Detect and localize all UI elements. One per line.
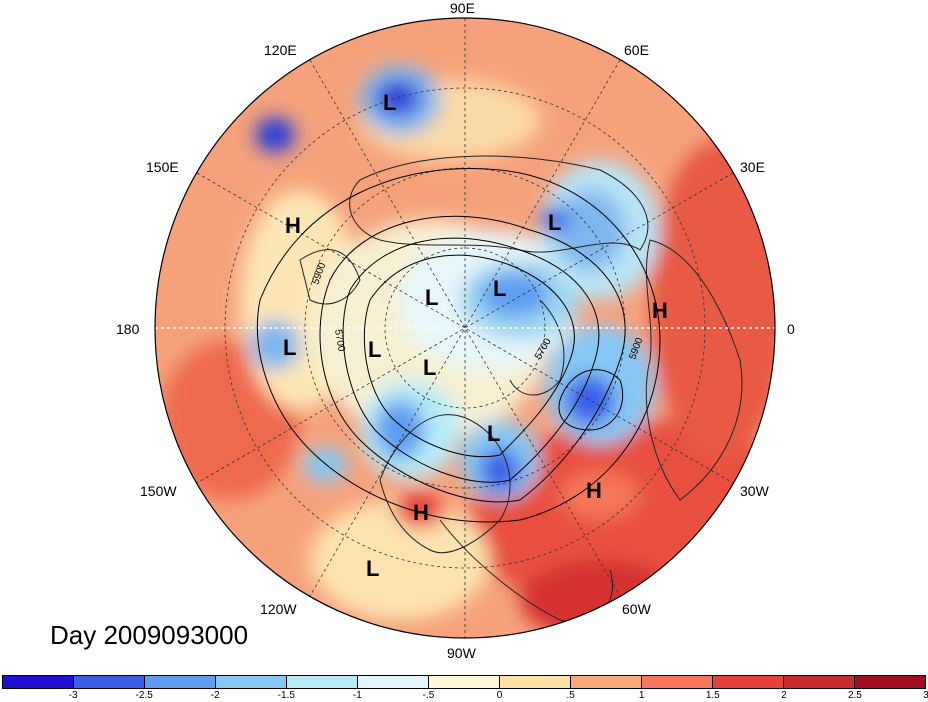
polar-map: 5900 5700 5700 5900 L L L L L L L L L H … (116, 0, 795, 661)
colorbar-tick-label: 1 (638, 690, 645, 701)
colorbar-segment (145, 676, 216, 688)
low-center: L (493, 276, 506, 301)
day-label: Day 2009093000 (50, 620, 249, 650)
colorbar-segment (571, 676, 642, 688)
lon-label-60w: 60W (622, 601, 652, 617)
colorbar-tick-label: -2 (210, 690, 220, 701)
high-center: H (586, 478, 602, 503)
colorbar-segment (287, 676, 358, 688)
colorbar-tick-label: -1.5 (277, 690, 295, 701)
low-center: L (548, 210, 561, 235)
lon-label-180: 180 (116, 321, 140, 337)
high-center: H (285, 213, 301, 238)
colorbar-tick-label: 2.5 (847, 690, 862, 701)
colorbar-tick-label: 2 (781, 690, 787, 701)
colorbar-tick-label: -3 (68, 690, 78, 701)
colorbar-segment (642, 676, 713, 688)
colorbar-segment (713, 676, 784, 688)
colorbar-segment (429, 676, 500, 688)
lon-label-120e: 120E (264, 42, 297, 58)
lon-label-150e: 150E (146, 159, 179, 175)
colorbar-segment (216, 676, 287, 688)
colorbar-segment (3, 676, 74, 688)
colorbar-segment (784, 676, 855, 688)
lon-label-90w: 90W (447, 645, 477, 661)
low-center: L (368, 337, 381, 362)
contour-label: 5700 (332, 329, 347, 353)
colorbar-tick-label: .5 (566, 690, 575, 701)
lon-label-60e: 60E (624, 42, 649, 58)
map-border (154, 17, 776, 639)
lon-label-90e: 90E (450, 0, 475, 16)
low-center: L (487, 421, 500, 446)
lon-label-120w: 120W (260, 601, 297, 617)
colorbar-segment (358, 676, 429, 688)
colorbar-segment (500, 676, 571, 688)
colorbar-tick-label: -.5 (422, 690, 435, 701)
colorbar-segment (855, 676, 925, 688)
low-center: L (366, 556, 379, 581)
colorbar-tick-label: -2.5 (135, 690, 153, 701)
colorbar-tick-label: -1 (352, 690, 362, 701)
lon-label-30w: 30W (740, 483, 770, 499)
lon-label-30e: 30E (740, 159, 765, 175)
anomaly-field (155, 18, 775, 638)
low-center: L (423, 355, 436, 380)
colorbar-ticks: -3 -2.5 -2 -1.5 -1 -.5 0 .5 1 1.5 2 2.5 3 (2, 690, 928, 702)
low-center: L (283, 335, 296, 360)
lon-label-150w: 150W (140, 483, 177, 499)
low-center: L (383, 90, 396, 115)
colorbar-tick-label: 1.5 (705, 690, 720, 701)
high-center: H (413, 500, 429, 525)
colorbar-segment (74, 676, 145, 688)
height-contours (257, 168, 661, 523)
colorbar-tick-label: 0 (496, 690, 503, 701)
high-center: H (652, 298, 668, 323)
colorbar-tick-label: 3 (923, 690, 928, 701)
lon-label-0: 0 (787, 321, 795, 337)
low-center: L (425, 285, 438, 310)
coastlines (299, 155, 743, 623)
colorbar (2, 675, 926, 689)
